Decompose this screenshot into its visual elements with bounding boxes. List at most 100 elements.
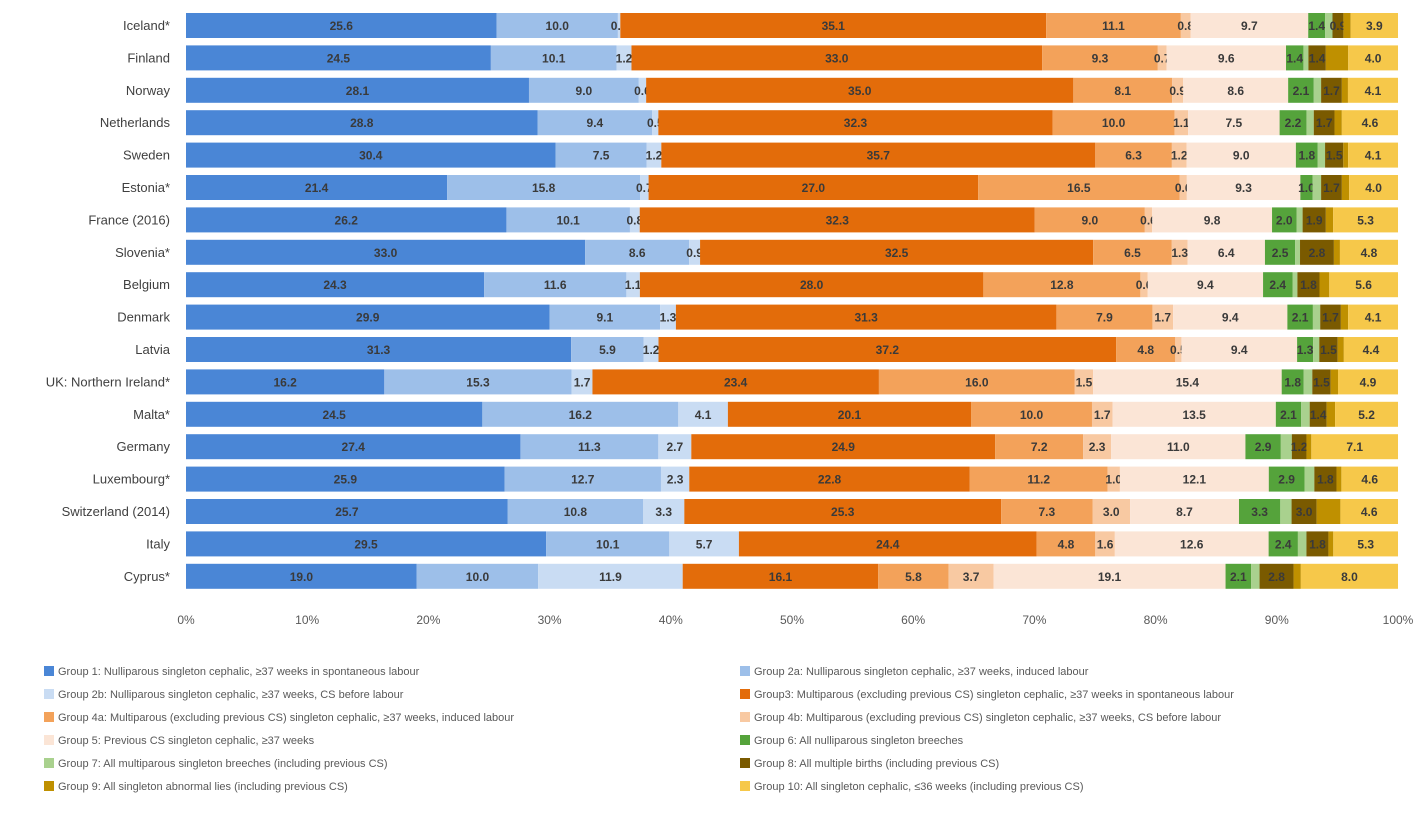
- bar-segment: [507, 499, 643, 524]
- bar-segment: [1157, 45, 1167, 71]
- bar-segment: [416, 563, 539, 589]
- bar-segment: [1280, 434, 1292, 460]
- bar-segment: [1074, 369, 1094, 395]
- data-label: 2.1: [1292, 311, 1309, 325]
- bar-segment: [1268, 466, 1305, 492]
- legend-label: Group 8: All multiple births (including …: [754, 758, 999, 770]
- bar-segment: [585, 239, 690, 265]
- bar-segment: [738, 531, 1037, 557]
- bar-segment: [1341, 110, 1398, 136]
- x-tick-label: 70%: [1022, 613, 1046, 627]
- bar-segment: [520, 434, 659, 460]
- data-label: 9.1: [596, 311, 613, 325]
- data-label: 25.7: [335, 505, 359, 519]
- bar-segment: [995, 434, 1084, 460]
- bar-segment: [186, 369, 385, 395]
- bar-segment: [1116, 337, 1176, 362]
- bar-segment: [675, 304, 1057, 330]
- bar-segment: [1314, 466, 1337, 492]
- data-label: 1.0: [1298, 181, 1315, 195]
- bar-segment: [384, 369, 572, 395]
- data-label: 4.1: [1365, 149, 1382, 163]
- bar-segment: [528, 77, 639, 103]
- bar-segment: [1287, 304, 1313, 330]
- bar-segment: [658, 434, 692, 460]
- data-label: 1.5: [1313, 375, 1330, 389]
- bar-segment: [555, 142, 647, 168]
- category-label: Germany: [117, 439, 171, 454]
- bar-segment: [1111, 434, 1246, 460]
- bar-segment: [592, 369, 879, 395]
- bar-segment: [1319, 272, 1330, 298]
- data-label: 1.3: [660, 311, 677, 325]
- bar-segment: [1188, 110, 1280, 136]
- bar-segment: [639, 272, 984, 298]
- data-label: 32.3: [826, 213, 850, 227]
- bar-segment: [682, 563, 879, 589]
- bar-segment: [1348, 142, 1398, 168]
- data-label: 24.3: [323, 278, 347, 292]
- bar-segment: [504, 466, 661, 492]
- data-label: 24.5: [327, 51, 351, 65]
- data-label: 1.4: [1309, 51, 1326, 65]
- bar-segment: [1301, 401, 1310, 427]
- data-label: 9.6: [1218, 51, 1235, 65]
- bar-segment: [1245, 434, 1281, 460]
- data-label: 21.4: [305, 181, 329, 195]
- bar-segment: [1264, 239, 1296, 265]
- bar-segment: [1325, 13, 1333, 38]
- bar-segment: [1312, 175, 1322, 200]
- bar-segment: [1275, 401, 1302, 427]
- bar-segment: [658, 110, 1053, 136]
- data-label: 0.8: [1177, 19, 1194, 33]
- bar-segment: [1173, 304, 1288, 330]
- bar-segment: [1036, 531, 1096, 557]
- bar-segment: [661, 142, 1096, 168]
- data-label: 1.5: [1326, 149, 1343, 163]
- bar-segment: [1291, 434, 1307, 460]
- bar-segment: [1316, 499, 1341, 524]
- data-label: 10.0: [466, 570, 490, 584]
- bar-segment: [1302, 207, 1326, 233]
- bar-segment: [1313, 77, 1322, 103]
- bar-segment: [1333, 207, 1398, 233]
- data-label: 8.0: [1341, 570, 1358, 584]
- bar-segment: [1172, 77, 1184, 103]
- data-label: 4.8: [1058, 537, 1075, 551]
- bar-segment: [1325, 142, 1344, 168]
- legend-label: Group 7: All multiparous singleton breec…: [58, 758, 388, 770]
- data-label: 10.1: [596, 537, 620, 551]
- bar-segment: [638, 77, 647, 103]
- data-label: 2.2: [1285, 116, 1302, 130]
- data-label: 15.4: [1176, 375, 1200, 389]
- bar-segment: [1238, 499, 1281, 524]
- bar-segment: [648, 175, 979, 200]
- x-tick-label: 20%: [416, 613, 440, 627]
- bar-segment: [1304, 466, 1315, 492]
- category-label: Latvia: [135, 342, 170, 357]
- data-label: 4.9: [1360, 375, 1377, 389]
- bar-segment: [1312, 369, 1331, 395]
- data-label: 19.1: [1098, 570, 1122, 584]
- data-label: 4.0: [1365, 181, 1382, 195]
- bar-segment: [1300, 175, 1313, 200]
- data-label: 7.9: [1096, 311, 1113, 325]
- bar-segment: [186, 77, 529, 103]
- data-label: 8.1: [1114, 84, 1131, 98]
- data-label: 3.0: [1103, 505, 1120, 519]
- bar-segment: [646, 77, 1074, 103]
- bar-segment: [1303, 369, 1313, 395]
- bar-segment: [1052, 110, 1175, 136]
- bar-segment: [878, 369, 1075, 395]
- bar-segment: [1306, 434, 1312, 460]
- bar-segment: [1166, 45, 1287, 71]
- bar-segment: [186, 45, 491, 71]
- data-label: 9.0: [1233, 149, 1250, 163]
- bar-segment: [1186, 175, 1301, 200]
- data-label: 1.7: [574, 375, 591, 389]
- data-label: 2.8: [1309, 246, 1326, 260]
- data-label: 2.4: [1275, 537, 1292, 551]
- data-label: 23.4: [724, 375, 748, 389]
- legend-swatch: [740, 689, 750, 699]
